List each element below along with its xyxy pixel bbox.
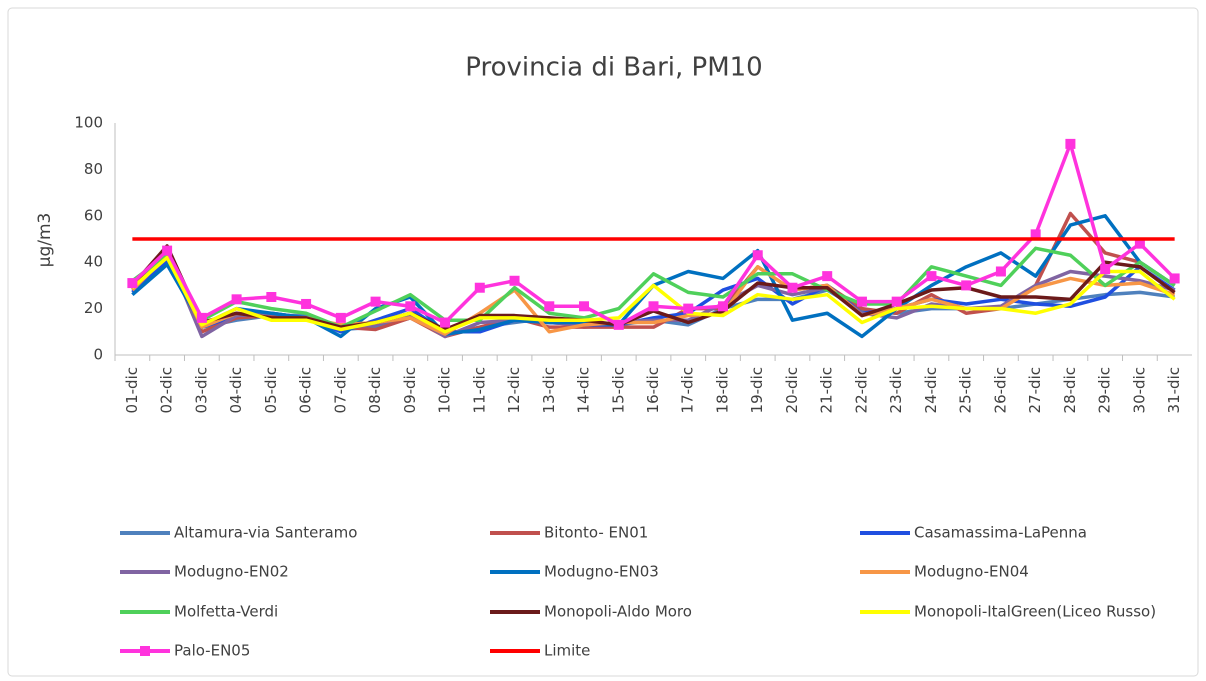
legend-label: Altamura-via Santeramo: [174, 524, 357, 542]
point-marker: [440, 317, 451, 328]
x-tick-label: 24-dic: [922, 367, 940, 413]
x-tick-label: 18-dic: [713, 367, 731, 413]
point-marker: [579, 301, 590, 312]
point-marker: [1100, 264, 1111, 275]
y-axis-label: µg/m3: [35, 213, 55, 268]
x-tick-label: 06-dic: [297, 367, 315, 413]
x-tick-label: 07-dic: [331, 367, 349, 413]
x-tick-label: 27-dic: [1026, 367, 1044, 413]
x-tick-label: 20-dic: [783, 367, 801, 413]
point-marker: [370, 296, 381, 307]
x-tick-label: 11-dic: [470, 367, 488, 413]
series-line: [131, 246, 1176, 329]
point-marker: [891, 296, 902, 307]
y-tick-label: 0: [93, 346, 103, 364]
legend-label: Molfetta-Verdi: [174, 603, 278, 621]
x-tick-label: 05-dic: [262, 367, 280, 413]
point-marker: [1030, 229, 1041, 240]
y-tick-label: 80: [84, 160, 103, 178]
point-marker: [995, 266, 1006, 277]
point-marker: [231, 294, 242, 305]
x-tick-label: 03-dic: [192, 367, 210, 413]
legend-label: Monopoli-ItalGreen(Liceo Russo): [914, 603, 1156, 621]
series-line: [131, 255, 1176, 334]
point-marker: [717, 301, 728, 312]
x-tick-label: 16-dic: [644, 367, 662, 413]
x-tick-label: 15-dic: [609, 367, 627, 413]
x-tick-label: 14-dic: [575, 367, 593, 413]
x-tick-label: 04-dic: [227, 367, 245, 413]
point-marker: [266, 292, 277, 302]
legend-label: Bitonto- EN01: [544, 524, 648, 542]
point-marker: [1065, 138, 1076, 149]
y-tick-label: 60: [84, 206, 103, 224]
x-tick-label: 17-dic: [679, 367, 697, 413]
x-tick-label: 22-dic: [852, 367, 870, 413]
x-tick-label: 13-dic: [540, 367, 558, 413]
point-marker: [544, 301, 555, 312]
y-tick-label: 40: [84, 253, 103, 271]
x-tick-label: 25-dic: [957, 367, 975, 413]
point-marker: [822, 271, 833, 282]
x-tick-label: 19-dic: [748, 367, 766, 413]
legend-label: Modugno-EN02: [174, 563, 289, 581]
chart-border: [7, 7, 1199, 677]
legend-label: Limite: [544, 642, 590, 660]
point-marker: [683, 303, 694, 314]
point-marker: [335, 312, 346, 323]
legend-label: Palo-EN05: [174, 642, 250, 660]
x-tick-label: 31-dic: [1165, 367, 1183, 413]
y-tick-label: 100: [74, 114, 103, 132]
point-marker: [1134, 238, 1145, 249]
point-marker: [961, 280, 972, 291]
legend-label: Modugno-EN04: [914, 563, 1029, 581]
x-tick-label: 23-dic: [887, 367, 905, 413]
x-tick-label: 08-dic: [366, 367, 384, 413]
x-tick-label: 28-dic: [1061, 367, 1079, 413]
x-tick-label: 12-dic: [505, 367, 523, 413]
point-marker: [752, 250, 763, 261]
x-tick-label: 30-dic: [1130, 367, 1148, 413]
x-tick-label: 02-dic: [158, 367, 176, 413]
point-marker: [196, 312, 207, 323]
x-tick-label: 10-dic: [436, 367, 454, 413]
x-tick-label: 09-dic: [401, 367, 419, 413]
point-marker: [162, 245, 173, 256]
point-marker: [856, 296, 867, 307]
point-marker: [787, 282, 798, 293]
legend-label: Modugno-EN03: [544, 563, 659, 581]
chart-title: Provincia di Bari, PM10: [465, 53, 762, 83]
point-marker: [301, 298, 312, 309]
point-marker: [613, 319, 624, 330]
legend-marker: [140, 646, 150, 656]
point-marker: [1169, 273, 1180, 284]
y-tick-label: 20: [84, 299, 103, 317]
point-marker: [648, 301, 659, 312]
point-marker: [474, 282, 485, 293]
legend-label: Casamassima-LaPenna: [914, 524, 1087, 542]
x-tick-label: 01-dic: [123, 367, 141, 413]
point-marker: [926, 271, 937, 282]
x-tick-label: 21-dic: [818, 367, 836, 413]
point-marker: [405, 301, 416, 312]
legend-label: Monopoli-Aldo Moro: [544, 603, 692, 621]
x-tick-label: 26-dic: [991, 367, 1009, 413]
point-marker: [509, 275, 520, 286]
point-marker: [127, 278, 138, 289]
x-tick-label: 29-dic: [1096, 367, 1114, 413]
